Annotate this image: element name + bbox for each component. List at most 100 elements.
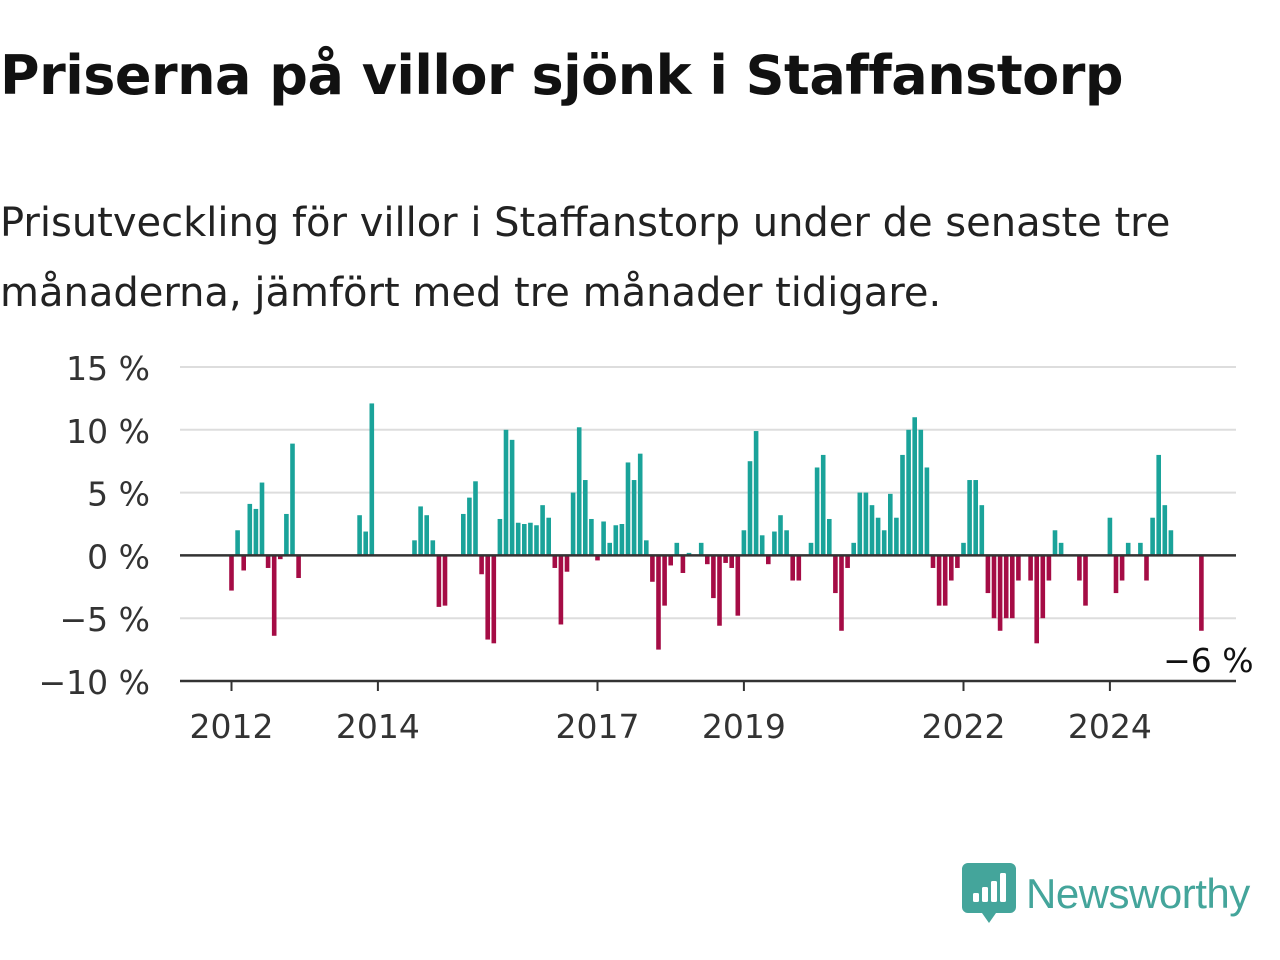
bar	[601, 521, 606, 556]
bar	[473, 481, 478, 556]
bar	[851, 542, 856, 556]
bar-chart: −10 % −5 % 0 % 5 % 10 % 15 % 2012 2014 2017 2019 2…	[39, 349, 1254, 746]
bar	[1016, 555, 1021, 581]
bar	[686, 552, 692, 556]
bar	[363, 531, 368, 556]
bar	[1113, 555, 1119, 594]
bar	[961, 542, 966, 556]
newsworthy-logo-icon	[962, 863, 1016, 923]
bar	[1052, 530, 1058, 556]
bar	[869, 505, 875, 556]
bar	[534, 525, 539, 556]
axes	[180, 554, 1236, 691]
bar	[717, 555, 722, 626]
x-tick-label: 2012	[190, 707, 274, 746]
bar	[723, 555, 728, 563]
bar	[576, 427, 582, 556]
bar	[564, 555, 570, 572]
bar	[485, 555, 490, 640]
bar	[1144, 555, 1149, 581]
bar	[790, 555, 795, 581]
bar	[814, 467, 820, 556]
bar	[1107, 517, 1113, 556]
bar	[906, 429, 911, 556]
bar	[1046, 555, 1052, 581]
bar	[607, 542, 612, 556]
bar	[820, 454, 826, 556]
bar	[509, 439, 515, 556]
bar	[235, 530, 240, 556]
bar	[796, 555, 802, 581]
bar	[936, 555, 942, 606]
bar	[1028, 555, 1033, 581]
bar	[711, 555, 716, 599]
bar	[759, 535, 765, 556]
bar	[595, 555, 600, 561]
bar	[1150, 517, 1155, 556]
bar	[461, 513, 466, 556]
bar	[997, 555, 1003, 631]
bar	[424, 515, 429, 556]
bar	[540, 505, 545, 556]
chart-subtitle: Prisutveckling för villor i Staffanstorp…	[0, 200, 1171, 316]
bar	[253, 508, 259, 556]
bar	[863, 492, 869, 556]
bar	[296, 555, 301, 579]
bar	[967, 480, 972, 556]
newsworthy-logo: Newsworthy	[962, 862, 1250, 926]
bar	[583, 480, 588, 556]
x-tick-label: 2019	[702, 707, 786, 746]
bars	[229, 403, 1204, 650]
bar	[845, 555, 850, 568]
bar	[698, 542, 704, 556]
bar	[705, 555, 710, 565]
bar	[668, 555, 673, 566]
bar	[479, 555, 484, 575]
bar	[369, 403, 375, 556]
bar	[1083, 555, 1088, 606]
bar	[546, 517, 551, 556]
bar	[1162, 505, 1168, 556]
bar	[680, 555, 686, 573]
bar	[357, 515, 362, 556]
bar	[497, 518, 503, 556]
bar	[515, 522, 521, 556]
bar	[259, 482, 265, 556]
bar	[900, 454, 905, 556]
x-tick-label: 2017	[556, 707, 640, 746]
bar	[644, 540, 649, 556]
bar	[1034, 555, 1039, 644]
bar	[674, 542, 680, 556]
bar	[875, 517, 881, 556]
bar	[418, 506, 423, 556]
y-tick-label: 0 %	[87, 537, 150, 576]
x-tick-label: 2022	[922, 707, 1006, 746]
bar	[265, 555, 271, 568]
bar	[284, 513, 289, 556]
bar	[839, 555, 844, 631]
bar	[412, 540, 417, 556]
bar	[1010, 555, 1015, 619]
bar	[271, 555, 277, 636]
bar	[430, 540, 436, 556]
x-tick-label: 2024	[1068, 707, 1152, 746]
y-tick-label: 10 %	[66, 412, 150, 451]
y-tick-label: 15 %	[66, 349, 150, 388]
bar	[558, 555, 564, 625]
bar	[662, 555, 667, 606]
bar	[741, 530, 747, 556]
bar	[1168, 530, 1174, 556]
bar	[888, 493, 893, 556]
bar	[753, 431, 759, 556]
bar	[729, 555, 734, 568]
bar	[570, 492, 576, 556]
bar	[491, 555, 497, 644]
bar	[894, 517, 899, 556]
bar	[442, 555, 448, 606]
bar	[625, 462, 631, 556]
gridlines	[180, 366, 1236, 620]
bar	[833, 555, 838, 594]
bar	[784, 530, 789, 556]
bar	[631, 480, 637, 556]
bar	[503, 429, 509, 556]
